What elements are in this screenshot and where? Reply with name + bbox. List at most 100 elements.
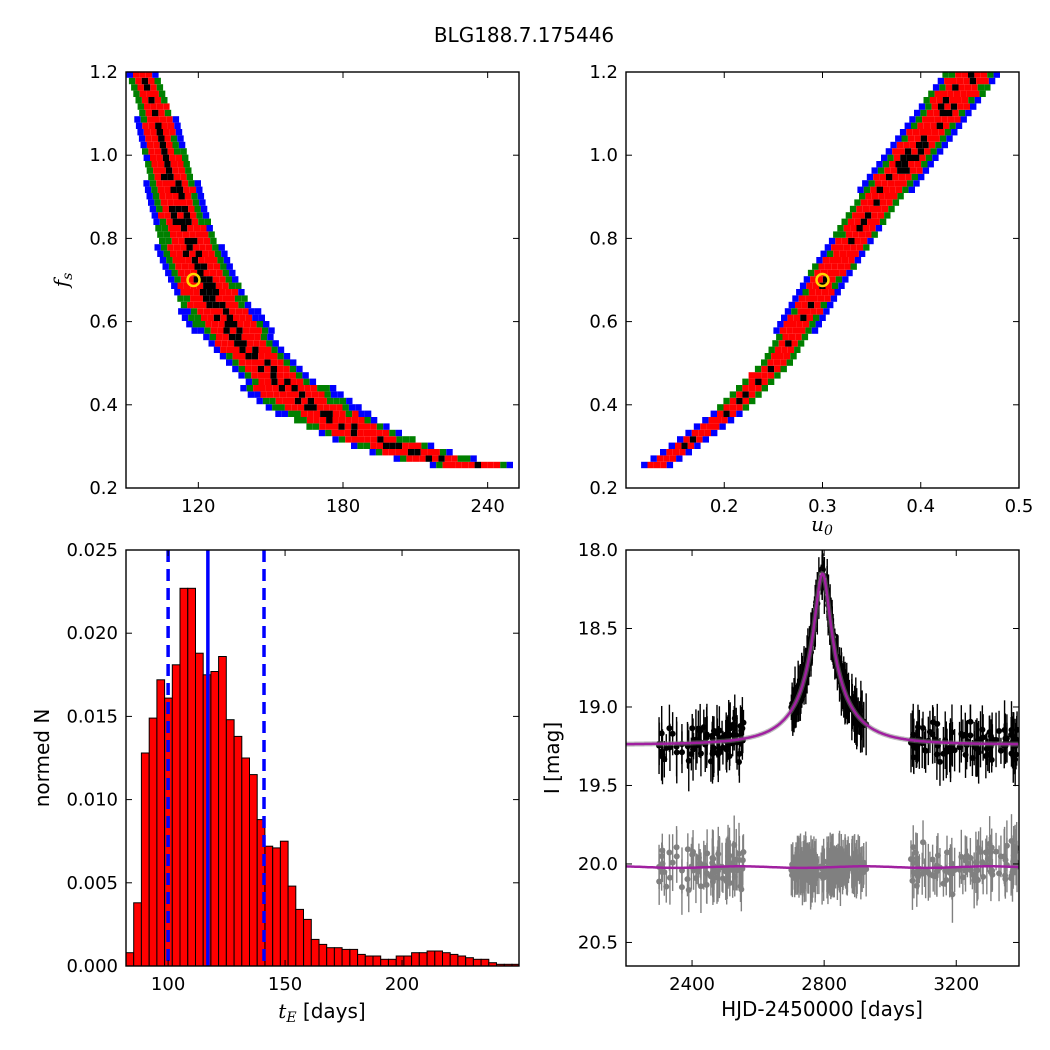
fs-te-cell-1sigma [228, 295, 235, 302]
fs-u0-cell-2sigma [835, 276, 843, 283]
light-curve-residual-point [739, 857, 746, 864]
fs-te-cell-1sigma [493, 461, 501, 469]
fs-u0-cell-1sigma [927, 135, 934, 142]
fs-te-cell-inner [425, 455, 432, 462]
fs-te-cell-3sigma [244, 301, 252, 309]
fs-te-cell-1sigma [169, 180, 176, 187]
fs-te-cell-3sigma [197, 193, 205, 200]
fs-te-cell-1sigma [219, 289, 226, 296]
fs-te-cell-inner [271, 378, 278, 385]
fs-te-cell-inner [235, 333, 242, 341]
light-curve-residual-point [987, 849, 994, 856]
fs-u0-cell-2sigma [776, 333, 783, 341]
fs-te-cell-1sigma [259, 340, 267, 347]
fs-u0-cell-1sigma [806, 314, 813, 321]
fs-u0-cell-1sigma [879, 199, 887, 206]
fs-te-cell-2sigma [146, 167, 154, 174]
fs-te-cell-1sigma [170, 250, 177, 257]
fs-u0-cell-3sigma [796, 289, 803, 296]
fs-u0-cell-inner [873, 199, 880, 206]
fs-te-cell-inner [226, 314, 233, 321]
fs-u0-cell-inner [952, 84, 959, 91]
fs-te-cell-3sigma [309, 378, 317, 385]
fs-te-cell-2sigma [182, 154, 189, 161]
fs-te-cell-1sigma [272, 385, 279, 392]
fs-te-cell-inner [270, 365, 277, 373]
light-curve-residual-point [944, 849, 951, 856]
fs-te-cell-2sigma [210, 237, 217, 245]
fs-u0-cell-2sigma [977, 84, 985, 91]
fs-u0-cell-1sigma [941, 116, 948, 123]
fs-te-cell-3sigma [175, 129, 183, 136]
fs-te-cell-2sigma [192, 199, 200, 206]
fs-u0-cell-2sigma [911, 173, 918, 181]
fs-te-cell-1sigma [145, 109, 152, 117]
te-histogram-ytick-label: 0.005 [66, 873, 118, 894]
light-curve-residual-point [963, 852, 970, 859]
fs-te-cell-3sigma [283, 353, 291, 360]
fs-u0-cell-1sigma [691, 429, 699, 437]
fs-te-cell-1sigma [145, 135, 152, 142]
fs-te-cell-3sigma [148, 199, 155, 206]
fs-te-cell-1sigma [300, 410, 308, 417]
fs-te-cell-1sigma [148, 122, 156, 129]
fs-u0-cell-1sigma [865, 193, 872, 200]
fs-te-cell-3sigma [140, 141, 147, 149]
fs-te-cell-1sigma [172, 167, 179, 174]
fs-u0-cell-1sigma [852, 212, 859, 219]
fs-te-cell-3sigma [395, 429, 402, 437]
light-curve-data-point [704, 732, 711, 739]
fs-u0-cell-3sigma [736, 410, 743, 417]
fs-u0-cell-2sigma [928, 90, 935, 97]
fs-te-cell-2sigma [252, 378, 259, 385]
fs-te-cell-1sigma [188, 263, 195, 270]
fs-te-cell-inner [183, 212, 190, 219]
fs-te-cell-3sigma [302, 372, 309, 379]
light-curve-ytick-label: 20.0 [578, 854, 618, 875]
fs-te-cell-1sigma [254, 333, 261, 341]
fs-u0-cell-inner [946, 109, 953, 117]
fs-u0-cell-1sigma [787, 346, 795, 353]
light-curve-ytick-label: 19.5 [578, 775, 618, 796]
fs-te-cell-1sigma [260, 391, 267, 398]
te-histogram-bar [233, 735, 243, 967]
fs-te-cell-1sigma [301, 397, 308, 405]
fs-u0-cell-1sigma [860, 237, 868, 245]
fs-u0-cell-1sigma [923, 122, 931, 129]
fs-u0-cell-2sigma [767, 378, 775, 385]
fs-te-cell-2sigma [149, 180, 157, 187]
fs-u0-cell-1sigma [788, 333, 796, 341]
fs-te-cell-3sigma [275, 410, 282, 417]
fs-te-cell-1sigma [239, 353, 246, 360]
fs-te-cell-1sigma [177, 269, 185, 277]
fs-u0-cell-2sigma [831, 282, 839, 289]
fs-u0-cell-3sigma [702, 417, 709, 424]
fs-te-cell-1sigma [250, 321, 257, 328]
fs-u0-cell-3sigma [914, 109, 921, 117]
fs-u0-cell-3sigma [946, 135, 953, 142]
fs-te-cell-3sigma [393, 455, 400, 462]
fs-te-cell-1sigma [216, 333, 223, 341]
fs-te-cell-1sigma [270, 359, 278, 366]
fs-u0-cell-1sigma [930, 122, 937, 129]
fs-u0-cell-1sigma [856, 205, 863, 213]
fs-te-cell-inner [180, 225, 188, 232]
fs-te-cell-1sigma [282, 397, 289, 405]
te-histogram-bar [349, 948, 359, 967]
fs-u0-cell-1sigma [950, 77, 957, 85]
fs-te-cell-1sigma [290, 378, 297, 385]
fs-u0-cell-1sigma [903, 141, 910, 149]
fs-u0-cell-1sigma [893, 154, 901, 161]
fs-u0-cell-1sigma [894, 180, 901, 187]
fs-te-cell-1sigma [273, 391, 280, 398]
fs-te-cell-2sigma [185, 167, 192, 174]
fs-te-cell-2sigma [260, 333, 268, 341]
fs-u0-cell-3sigma [710, 410, 717, 417]
fs-u0-cell-inner [681, 442, 688, 449]
fs-u0-cell-3sigma [875, 225, 883, 232]
fs-u0-cell-1sigma [708, 417, 715, 424]
fs-te-cell-1sigma [208, 250, 215, 257]
fs-te-cell-1sigma [314, 397, 321, 405]
fs-u0-cell-2sigma [863, 244, 870, 251]
fs-u0-cell-2sigma [863, 186, 871, 193]
